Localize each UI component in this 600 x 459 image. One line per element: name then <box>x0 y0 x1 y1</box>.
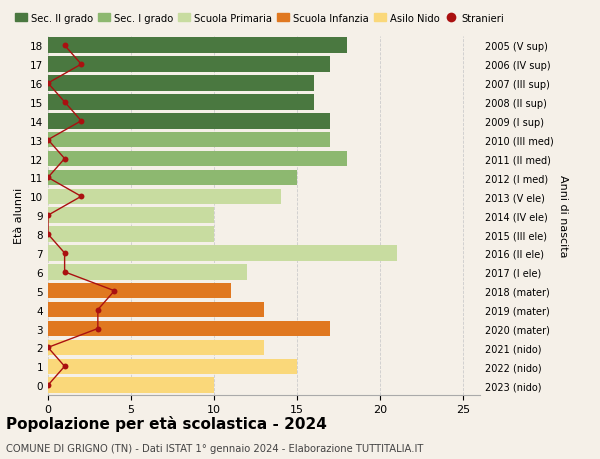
Point <box>110 287 119 295</box>
Point <box>60 269 70 276</box>
Text: Popolazione per età scolastica - 2024: Popolazione per età scolastica - 2024 <box>6 415 327 431</box>
Bar <box>48 321 331 336</box>
Bar <box>48 208 214 224</box>
Bar <box>48 57 331 73</box>
Legend: Sec. II grado, Sec. I grado, Scuola Primaria, Scuola Infanzia, Asilo Nido, Stran: Sec. II grado, Sec. I grado, Scuola Prim… <box>11 10 508 28</box>
Point <box>76 193 86 201</box>
Bar <box>48 95 314 111</box>
Bar <box>48 151 347 167</box>
Point <box>43 231 53 238</box>
Bar <box>48 246 397 261</box>
Bar <box>48 359 297 374</box>
Y-axis label: Età alunni: Età alunni <box>14 188 25 244</box>
Point <box>43 381 53 389</box>
Point <box>93 325 103 332</box>
Point <box>60 99 70 106</box>
Point <box>76 118 86 125</box>
Bar <box>48 133 331 148</box>
Point <box>43 174 53 182</box>
Bar <box>48 170 297 186</box>
Point <box>43 344 53 351</box>
Bar <box>48 227 214 242</box>
Point <box>60 363 70 370</box>
Point <box>43 137 53 144</box>
Point <box>43 212 53 219</box>
Bar <box>48 378 214 393</box>
Text: COMUNE DI GRIGNO (TN) - Dati ISTAT 1° gennaio 2024 - Elaborazione TUTTITALIA.IT: COMUNE DI GRIGNO (TN) - Dati ISTAT 1° ge… <box>6 443 424 453</box>
Bar <box>48 302 264 318</box>
Bar <box>48 264 247 280</box>
Bar <box>48 340 264 355</box>
Bar <box>48 189 281 205</box>
Point <box>76 62 86 69</box>
Point <box>60 156 70 163</box>
Point <box>93 306 103 313</box>
Bar <box>48 114 331 129</box>
Bar <box>48 76 314 91</box>
Bar <box>48 283 231 299</box>
Point <box>60 250 70 257</box>
Bar <box>48 39 347 54</box>
Point <box>43 80 53 88</box>
Point <box>60 43 70 50</box>
Y-axis label: Anni di nascita: Anni di nascita <box>557 174 568 257</box>
